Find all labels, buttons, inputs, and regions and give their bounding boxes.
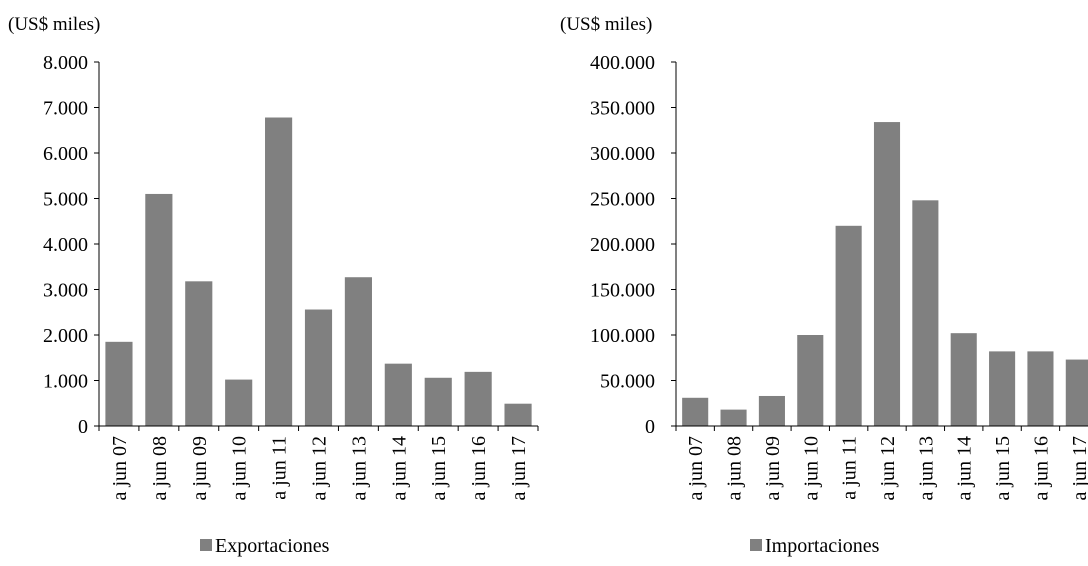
legend-label: Importaciones <box>765 535 880 557</box>
bar <box>185 281 213 426</box>
x-tick-label: a jun 17 <box>508 436 530 500</box>
bar <box>1027 351 1054 426</box>
bar <box>912 200 939 426</box>
y-tick-label: 200.000 <box>590 234 655 256</box>
x-tick-label: a jun 15 <box>428 436 450 500</box>
y-tick-label: 300.000 <box>590 143 655 165</box>
x-tick-label: a jun 08 <box>724 436 746 500</box>
bar <box>989 351 1016 426</box>
bar <box>464 371 492 426</box>
y-tick-label: 100.000 <box>590 325 655 347</box>
bar <box>797 335 824 426</box>
legend-swatch <box>750 539 762 551</box>
x-tick-label: a jun 10 <box>229 436 251 500</box>
y-tick-label: 7.000 <box>43 98 88 120</box>
bar <box>344 277 372 426</box>
y-tick-label: 3.000 <box>43 280 88 302</box>
y-tick-label: 2.000 <box>43 325 88 347</box>
x-tick-label: a jun 10 <box>800 436 822 500</box>
y-tick-label: 250.000 <box>590 189 655 211</box>
bar <box>105 341 133 426</box>
x-tick-label: a jun 13 <box>915 436 937 500</box>
x-tick-label: a jun 08 <box>149 436 171 500</box>
y-tick-label: 0 <box>78 416 88 438</box>
bar <box>145 193 173 426</box>
bar <box>835 225 862 426</box>
bar <box>265 117 293 426</box>
x-tick-label: a jun 16 <box>468 436 490 500</box>
x-tick-label: a jun 12 <box>877 436 899 500</box>
x-tick-label: a jun 07 <box>685 436 707 500</box>
bar <box>1065 359 1088 426</box>
bar <box>225 379 253 426</box>
exports-chart: (US$ miles) 0 1.000 2.000 3.000 4.000 5.000 6.0… <box>8 14 539 557</box>
x-tick-label: a jun 15 <box>992 436 1014 500</box>
y-tick-label: 350.000 <box>590 98 655 120</box>
y-tick-label: 0 <box>645 416 655 438</box>
bar <box>424 377 452 426</box>
x-tick-label: a jun 09 <box>762 436 784 500</box>
x-tick-label: a jun 11 <box>269 436 291 500</box>
x-tick-label: a jun 12 <box>309 436 331 500</box>
y-tick-label: 6.000 <box>43 143 88 165</box>
bar <box>682 397 709 426</box>
bar <box>504 403 532 426</box>
y-tick-label: 150.000 <box>590 280 655 302</box>
y-tick-label: 8.000 <box>43 52 88 74</box>
y-tick-label: 400.000 <box>590 52 655 74</box>
bar <box>873 122 901 426</box>
imports-chart: (US$ miles) 0 50.000 100.000 150.000 200.000 2… <box>560 14 1088 557</box>
legend-label: Exportaciones <box>215 535 330 557</box>
x-tick-label: a jun 07 <box>109 436 131 500</box>
x-tick-label: a jun 14 <box>954 436 976 500</box>
x-tick-label: a jun 13 <box>348 436 370 500</box>
bar <box>384 363 412 426</box>
bar <box>304 309 333 426</box>
bar <box>720 409 747 426</box>
y-tick-label: 50.000 <box>600 371 655 393</box>
y-tick-label: 1.000 <box>43 371 88 393</box>
x-tick-label: a jun 17 <box>1069 436 1088 500</box>
bar <box>950 333 977 426</box>
unit-label: (US$ miles) <box>8 14 100 35</box>
unit-label: (US$ miles) <box>560 14 652 35</box>
y-tick-label: 4.000 <box>43 234 88 256</box>
x-tick-label: a jun 14 <box>388 436 410 500</box>
y-tick-label: 5.000 <box>43 189 88 211</box>
x-tick-label: a jun 16 <box>1030 436 1052 500</box>
bar <box>758 395 785 426</box>
legend-swatch <box>200 539 212 551</box>
x-tick-label: a jun 11 <box>839 436 861 500</box>
x-tick-label: a jun 09 <box>189 436 211 500</box>
